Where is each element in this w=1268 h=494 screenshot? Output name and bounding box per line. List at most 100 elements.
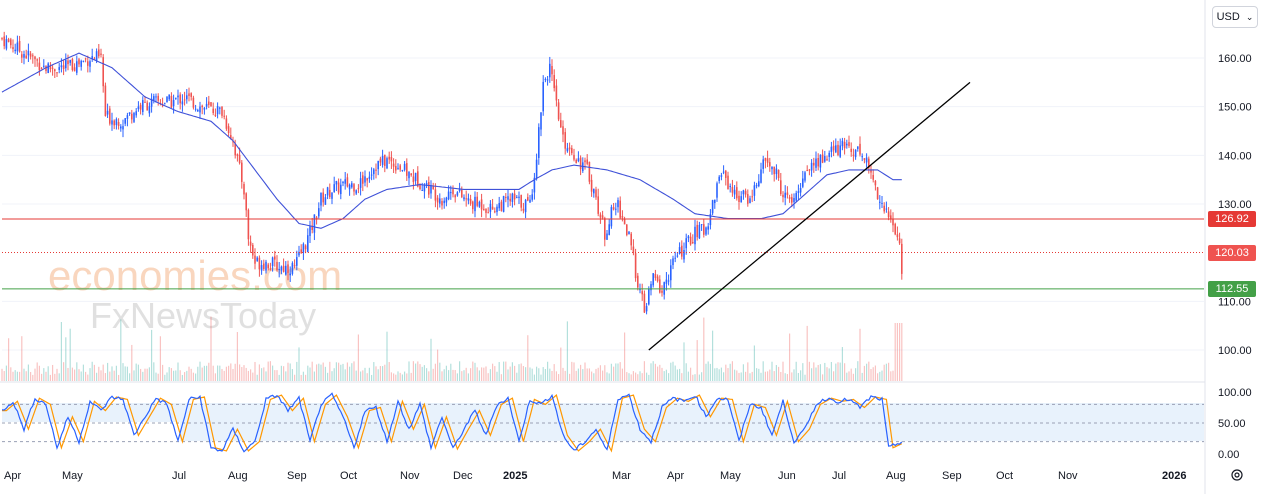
- candle-body: [850, 148, 852, 152]
- volume-bar: [606, 372, 608, 381]
- candle-body: [447, 191, 450, 200]
- volume-bar: [553, 364, 555, 381]
- volume-bar: [111, 366, 113, 381]
- candle-body: [186, 95, 188, 100]
- candle-body: [817, 157, 819, 167]
- candle-body: [654, 274, 657, 278]
- volume-bar: [665, 369, 667, 381]
- volume-bar: [399, 372, 401, 381]
- candle-body: [93, 58, 96, 60]
- volume-bar: [764, 371, 766, 381]
- moving-average: [1, 52, 902, 229]
- volume-bar: [362, 370, 364, 381]
- time-tick-label: Apr: [4, 470, 21, 482]
- candle-body: [806, 170, 808, 172]
- volume-bar: [753, 345, 755, 381]
- candle-body: [69, 60, 71, 63]
- candle-body: [841, 140, 844, 147]
- candle-body: [324, 197, 327, 205]
- candle-body: [681, 245, 683, 257]
- volume-bar: [841, 347, 843, 381]
- volume-bar: [371, 374, 373, 381]
- candle-body: [254, 255, 256, 264]
- volume-bar: [586, 368, 588, 381]
- candle-body: [472, 201, 474, 210]
- candle-body: [260, 265, 263, 271]
- watermark: economies.com FxNewsToday: [48, 252, 342, 336]
- candle-body: [868, 158, 870, 169]
- candle-body: [474, 196, 476, 212]
- candle-body: [146, 102, 148, 111]
- candle-body: [91, 56, 93, 59]
- volume-bar: [96, 372, 98, 381]
- watermark-line1: economies.com: [48, 252, 342, 299]
- candle-body: [148, 106, 151, 114]
- volume-bar: [382, 366, 384, 381]
- volume-bar: [758, 368, 760, 381]
- volume-bar: [269, 361, 271, 381]
- volume-bar: [256, 374, 258, 381]
- volume-bar: [49, 374, 51, 381]
- volume-bar: [324, 366, 326, 381]
- volume-bar: [122, 363, 124, 381]
- volume-bar: [421, 366, 423, 381]
- candle-body: [89, 61, 91, 67]
- candle-body: [128, 112, 131, 114]
- volume-bar: [390, 372, 392, 381]
- gear-icon[interactable]: [1228, 466, 1246, 484]
- candle-body: [192, 97, 195, 108]
- volume-bar: [456, 373, 458, 381]
- candle-body: [386, 158, 388, 169]
- candle-body: [738, 195, 740, 203]
- candle-body: [505, 196, 507, 198]
- volume-bar: [461, 371, 463, 381]
- candle-body: [368, 176, 371, 179]
- candle-body: [606, 233, 608, 240]
- volume-bar: [632, 371, 634, 381]
- volume-bar: [637, 374, 639, 381]
- volume-bar: [63, 362, 65, 381]
- volume-bar: [280, 365, 282, 381]
- candle-body: [65, 59, 67, 69]
- volume-bar: [71, 367, 73, 381]
- currency-button[interactable]: USD ⌄: [1212, 6, 1258, 28]
- volume-bar: [879, 371, 881, 381]
- volume-bar: [566, 321, 568, 381]
- volume-bar: [883, 364, 885, 381]
- time-tick-label: Aug: [228, 470, 248, 482]
- candle-body: [144, 101, 146, 103]
- candle-body: [10, 39, 12, 46]
- candle-body: [533, 177, 536, 193]
- volume-bar: [450, 363, 452, 381]
- candle-body: [623, 218, 626, 225]
- volume-bar: [91, 361, 93, 381]
- time-tick-label: Aug: [886, 470, 906, 482]
- volume-bar: [241, 367, 243, 381]
- candle-body: [744, 190, 747, 195]
- volume-bar: [355, 370, 357, 381]
- volume-bar: [364, 367, 366, 381]
- volume-bar: [593, 373, 595, 381]
- volume-bar: [408, 361, 410, 381]
- candle-body: [577, 158, 580, 162]
- volume-bar: [234, 363, 236, 381]
- volume-bar: [43, 368, 45, 381]
- volume-bar: [360, 371, 362, 381]
- volume-bar: [742, 364, 744, 381]
- candle-body: [463, 197, 465, 200]
- level-tag-120: 120.03: [1208, 245, 1256, 261]
- volume-bar: [113, 370, 115, 381]
- candle-body: [285, 265, 287, 275]
- candle-body: [500, 201, 503, 211]
- candle-body: [271, 257, 274, 267]
- candle-body: [18, 41, 21, 52]
- candle-body: [278, 269, 280, 271]
- candle-body: [214, 114, 217, 116]
- volume-bar: [698, 374, 700, 381]
- volume-bar: [27, 364, 29, 381]
- volume-bar: [140, 368, 142, 381]
- volume-bar: [826, 367, 828, 381]
- volume-bar: [307, 365, 309, 381]
- volume-bar: [861, 372, 863, 381]
